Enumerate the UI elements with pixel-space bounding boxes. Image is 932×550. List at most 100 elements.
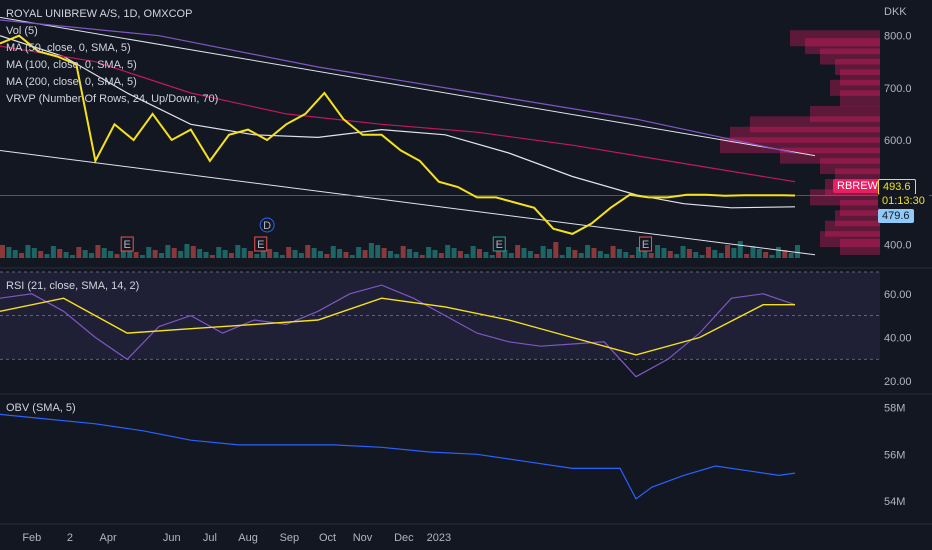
volume-bar <box>636 247 641 258</box>
volume-bar <box>661 248 667 258</box>
y-tick-label: 58M <box>884 402 905 414</box>
volume-bar <box>680 246 686 258</box>
rsi-legend[interactable]: RSI (21, close, SMA, 14, 2) <box>6 280 140 292</box>
volume-bar <box>101 248 107 258</box>
volume-bar <box>534 254 540 258</box>
volume-bar <box>190 246 196 258</box>
volume-bar <box>464 254 470 258</box>
volume-bar <box>477 249 482 258</box>
x-tick-label: Dec <box>394 532 414 544</box>
y-tick-label: 20.00 <box>884 376 912 388</box>
volume-bar <box>591 248 597 258</box>
volume-profile-bar <box>825 220 880 237</box>
volume-bar <box>642 250 648 258</box>
volume-profile-bar <box>810 189 880 206</box>
volume-profile-bar <box>840 199 880 216</box>
volume-bar <box>445 245 451 258</box>
last-price-badge: 493.6 <box>878 179 916 195</box>
x-tick-label: Sep <box>280 532 300 544</box>
volume-bar <box>457 251 463 258</box>
y-tick-label: 600.0 <box>884 135 912 147</box>
price-line-series <box>0 34 796 235</box>
volume-bar <box>508 253 514 258</box>
volume-bar <box>553 242 559 258</box>
volume-bar <box>604 254 610 258</box>
countdown-badge: 01:13:30 <box>878 194 929 208</box>
volume-bar <box>318 251 323 258</box>
earnings-marker-label: E <box>257 239 264 251</box>
volume-bar <box>12 250 18 258</box>
chart-title: ROYAL UNIBREW A/S, 1D, OMXCOP <box>6 8 193 20</box>
volume-bar <box>254 254 260 258</box>
volume-bar <box>89 253 95 258</box>
y-tick-label: 40.00 <box>884 332 912 344</box>
volume-bar <box>483 252 489 258</box>
volume-bar <box>311 248 317 258</box>
y-tick-label: 800.0 <box>884 31 912 43</box>
volume-bar <box>114 254 120 258</box>
volume-profile-bar <box>835 58 880 75</box>
legend-ma100[interactable]: MA (100, close, 0, SMA, 5) <box>6 59 137 71</box>
volume-bar <box>489 255 495 258</box>
volume-bar <box>756 249 762 258</box>
volume-bar <box>438 253 444 258</box>
volume-bar <box>578 253 584 258</box>
volume-bar <box>38 251 44 258</box>
obv-legend[interactable]: OBV (SMA, 5) <box>6 402 76 414</box>
legend-ma50[interactable]: MA (50, close, 0, SMA, 5) <box>6 42 131 54</box>
volume-bar <box>610 246 616 258</box>
volume-bar <box>400 246 406 258</box>
volume-bar <box>31 248 37 258</box>
volume-profile-bar <box>790 30 880 47</box>
volume-bar <box>559 255 565 258</box>
x-tick-label: Jul <box>203 532 217 544</box>
volume-profile-bar <box>730 126 880 143</box>
volume-bar <box>324 254 330 258</box>
volume-bar <box>248 251 254 258</box>
volume-bar <box>44 254 50 258</box>
volume-bar <box>139 255 145 258</box>
volume-bar <box>273 252 279 258</box>
volume-bar <box>718 253 724 258</box>
volume-bar <box>362 250 368 258</box>
legend-vol[interactable]: Vol (5) <box>6 25 38 37</box>
volume-bar <box>127 249 133 258</box>
volume-bar <box>521 248 527 258</box>
legend-vrvp[interactable]: VRVP (Number Of Rows, 24, Up/Down, 70) <box>6 93 219 105</box>
y-tick-label: 54M <box>884 496 905 508</box>
volume-bar <box>0 245 5 258</box>
volume-bar <box>744 254 750 258</box>
volume-bar <box>343 252 349 258</box>
volume-bar <box>349 255 355 258</box>
x-tick-label: 2023 <box>427 532 451 544</box>
dividend-marker-label: D <box>263 220 271 232</box>
volume-bar <box>133 252 139 258</box>
volume-bar <box>629 255 635 258</box>
volume-profile-bar <box>840 69 880 86</box>
volume-bar <box>235 245 241 258</box>
volume-bar <box>146 247 152 258</box>
obv-line <box>0 413 796 500</box>
earnings-marker <box>492 236 506 252</box>
volume-bar <box>737 241 743 258</box>
earnings-marker-label: E <box>124 239 131 251</box>
symbol-badge[interactable]: RBREW <box>833 179 882 193</box>
volume-bar <box>407 249 413 258</box>
legend-ma200[interactable]: MA (200, close, 0, SMA, 5) <box>6 76 137 88</box>
volume-bar <box>6 247 12 258</box>
rsi-sma-line <box>0 297 795 356</box>
volume-bar <box>50 246 56 258</box>
x-tick-label: 2 <box>67 532 73 544</box>
volume-bar <box>108 251 114 258</box>
volume-bar <box>171 248 177 258</box>
volume-bar <box>750 246 756 258</box>
volume-bar <box>585 245 591 258</box>
volume-bar <box>566 247 572 258</box>
volume-bar <box>368 243 374 258</box>
volume-profile-bar <box>830 79 880 96</box>
volume-bar <box>712 250 718 258</box>
volume-bar <box>330 246 336 258</box>
volume-bar <box>394 254 400 258</box>
volume-bar <box>674 254 680 258</box>
